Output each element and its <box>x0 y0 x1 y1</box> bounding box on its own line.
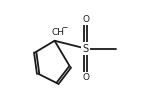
Text: O: O <box>82 15 89 24</box>
Text: CH: CH <box>52 29 65 37</box>
Text: O: O <box>82 73 89 82</box>
Text: S: S <box>83 43 89 54</box>
Text: −: − <box>61 23 67 32</box>
